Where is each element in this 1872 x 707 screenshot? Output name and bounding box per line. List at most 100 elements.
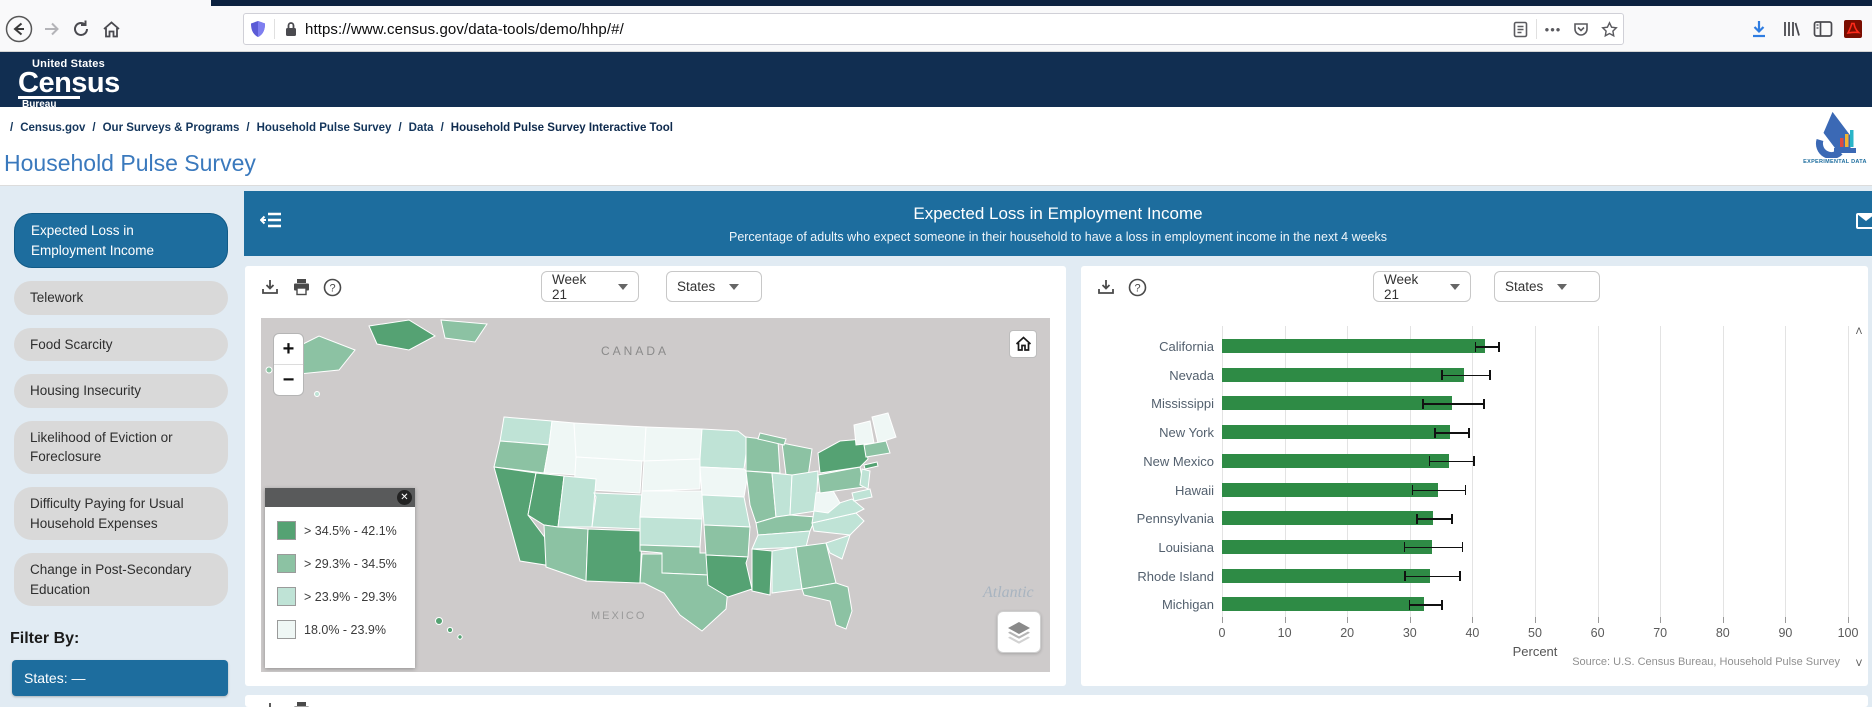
pocket-icon[interactable] [1567, 15, 1595, 43]
map-label-mexico: MEXICO [591, 610, 647, 622]
downloads-icon[interactable] [1744, 14, 1774, 44]
map-print-icon[interactable] [290, 276, 312, 298]
header-divider [0, 185, 1872, 186]
map-download-icon[interactable] [259, 276, 281, 298]
back-button[interactable] [4, 14, 34, 44]
gridline [1785, 326, 1787, 617]
breadcrumb-item[interactable]: Household Pulse Survey [256, 121, 392, 134]
choropleth-map[interactable]: CANADA MEXICO Atlantic + − ✕ > 34.5% - 4… [261, 318, 1050, 672]
census-logo-top: United States [32, 58, 105, 70]
bar [1222, 425, 1451, 440]
zoom-out-button[interactable]: − [282, 369, 295, 391]
axis-tick-label: 0 [1218, 626, 1226, 640]
collapse-panel-icon[interactable] [260, 211, 282, 229]
bar [1222, 597, 1424, 612]
legend-label: 18.0% - 23.9% [304, 622, 386, 637]
library-icon[interactable] [1776, 14, 1806, 44]
map-card: ? Week 21 States [245, 266, 1066, 686]
svg-text:?: ? [329, 282, 335, 294]
url-text[interactable]: https://www.census.gov/data-tools/demo/h… [305, 20, 624, 38]
breadcrumb-item[interactable]: Data [408, 121, 434, 134]
map-label-canada: CANADA [601, 344, 670, 358]
bar [1222, 453, 1449, 468]
tracking-protection-shield-icon[interactable] [244, 15, 272, 43]
sidebar-item[interactable]: Change in Post-Secondary Education [14, 553, 228, 607]
axis-tick [1284, 617, 1286, 623]
filter-by-label: Filter By: [10, 630, 80, 648]
url-bar[interactable]: https://www.census.gov/data-tools/demo/h… [243, 13, 1624, 45]
bar-category-label: Louisiana [1158, 539, 1214, 555]
chart-help-icon[interactable]: ? [1126, 276, 1148, 298]
sidebar-item[interactable]: Telework [14, 281, 228, 315]
error-bar-cap [1474, 341, 1477, 352]
table-print-icon[interactable] [290, 699, 312, 707]
axis-tick [1722, 617, 1724, 623]
legend-label: > 23.9% - 29.3% [304, 589, 397, 604]
gridline [1222, 326, 1223, 617]
error-bar-cap [1464, 485, 1467, 495]
legend-swatch [277, 554, 296, 573]
census-header: United States Census Bureau [0, 52, 1872, 110]
error-bar-cap [1403, 542, 1406, 553]
breadcrumb-item[interactable]: Our Surveys & Programs [102, 121, 240, 134]
sidebar-item[interactable]: Likelihood of Eviction or Foreclosure [14, 420, 228, 474]
home-button[interactable] [96, 14, 126, 44]
acrobat-extension-icon[interactable] [1838, 14, 1868, 44]
chart-geo-dropdown-value: States [1505, 279, 1544, 294]
axis-tick [1409, 617, 1411, 623]
breadcrumb-item[interactable]: Census.gov [20, 121, 86, 134]
table-card-toolbar [259, 699, 312, 707]
zoom-in-button[interactable]: + [274, 334, 303, 365]
gridline [1347, 326, 1349, 617]
filter-buttons: States: —Metro Areas: — [0, 660, 244, 707]
reload-button[interactable] [66, 14, 96, 44]
gridline [1284, 326, 1286, 617]
sidebar-item[interactable]: Housing Insecurity [14, 374, 228, 408]
forward-button[interactable] [36, 14, 66, 44]
sidebar-item[interactable]: Food Scarcity [14, 327, 228, 362]
map-layers-button[interactable] [997, 611, 1041, 653]
table-download-icon[interactable] [259, 699, 281, 707]
census-logo-sub: Bureau [22, 99, 57, 111]
map-week-dropdown[interactable]: Week 21 [541, 271, 639, 302]
sidebar-item[interactable]: Expected Loss in Employment Income [14, 213, 228, 269]
filter-button[interactable]: States: — [12, 660, 228, 697]
sidebar-toggle-icon[interactable] [1808, 14, 1838, 44]
share-email-icon[interactable] [1856, 213, 1872, 229]
chart-download-icon[interactable] [1095, 276, 1117, 298]
chart-geo-dropdown[interactable]: States [1494, 271, 1600, 302]
error-bar-cap [1404, 571, 1406, 582]
gridline [1409, 326, 1411, 617]
error-bar-cap [1416, 513, 1418, 524]
reader-mode-icon[interactable] [1506, 15, 1534, 43]
error-bar-cap [1408, 599, 1411, 610]
map-help-icon[interactable]: ? [321, 276, 343, 298]
census-logo-main: Census [18, 67, 120, 99]
microscope-icon [1815, 111, 1856, 158]
page-actions-icon[interactable]: ••• [1544, 21, 1562, 37]
breadcrumb-separator: / [92, 121, 96, 134]
lock-icon[interactable] [277, 15, 305, 43]
map-home-extent-button[interactable] [1009, 330, 1037, 358]
bar [1222, 367, 1465, 382]
census-logo[interactable]: United States Census Bureau [18, 58, 138, 114]
bar-category-label: Nevada [1169, 367, 1214, 383]
gridline [1535, 326, 1536, 617]
legend-row: > 34.5% - 42.1% [277, 521, 415, 540]
active-tab[interactable] [0, 0, 211, 6]
axis-tick-label: 70 [1653, 626, 1668, 640]
breadcrumb-item[interactable]: Household Pulse Survey Interactive Tool [450, 121, 673, 134]
legend-label: > 29.3% - 34.5% [304, 556, 397, 571]
bookmark-star-icon[interactable] [1595, 15, 1623, 43]
error-bar-cap [1473, 456, 1475, 467]
map-geo-dropdown[interactable]: States [666, 271, 762, 302]
chart-scroll-down-icon[interactable]: ᐯ [1855, 658, 1862, 668]
bar-category-label: New Mexico [1143, 453, 1214, 469]
chart-scroll-up-icon[interactable]: ᐱ [1855, 326, 1862, 336]
chart-week-dropdown[interactable]: Week 21 [1373, 271, 1471, 302]
legend-rows: > 34.5% - 42.1% > 29.3% - 34.5% > 23.9% - … [265, 521, 415, 639]
legend-close-icon[interactable]: ✕ [397, 490, 412, 505]
bar-category-label: Mississippi [1151, 396, 1214, 412]
app-content: Expected Loss in Employment Income Telewo… [0, 186, 1872, 707]
sidebar-item[interactable]: Difficulty Paying for Usual Household Ex… [14, 486, 228, 541]
